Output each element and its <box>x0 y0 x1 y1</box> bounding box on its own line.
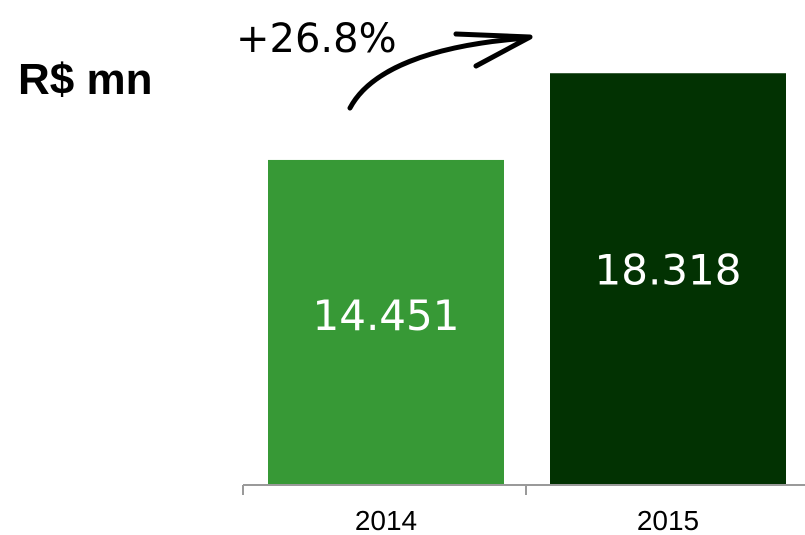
x-tick-label-2015: 2015 <box>637 505 699 535</box>
growth-annotation: +26.8% <box>236 16 397 62</box>
x-tick-labels: 2014 2015 <box>355 505 699 535</box>
growth-arrow-icon <box>347 31 533 111</box>
bar-value-label-2015: 18.318 <box>595 245 742 294</box>
bars-group: 14.451 18.318 <box>268 73 786 484</box>
bar-value-label-2014: 14.451 <box>313 291 460 340</box>
bar-2014 <box>268 159 504 484</box>
x-tick-label-2014: 2014 <box>355 505 417 535</box>
x-axis <box>242 484 805 495</box>
bar-2015 <box>550 73 786 484</box>
unit-label: R$ mn <box>18 55 152 104</box>
